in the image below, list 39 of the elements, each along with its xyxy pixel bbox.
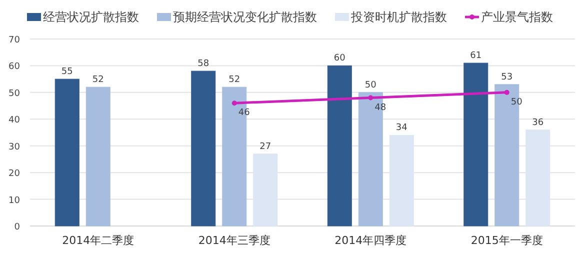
point <box>368 95 374 100</box>
legend-label: 产业景气指数 <box>481 10 553 24</box>
legend-label: 预期经营状况变化扩散指数 <box>173 10 317 24</box>
data-label: 52 <box>92 75 104 86</box>
data-label: 53 <box>501 72 513 82</box>
data-label: 61 <box>470 51 482 62</box>
data-label: 48 <box>374 102 386 113</box>
x-tick-label: 2014年三季度 <box>198 234 270 247</box>
bar <box>191 70 216 226</box>
y-tick-label: 20 <box>8 169 20 180</box>
legend-label: 经营状况扩散指数 <box>43 10 139 24</box>
y-tick-label: 10 <box>8 196 20 206</box>
data-label: 36 <box>532 118 544 128</box>
y-tick-label: 60 <box>8 62 20 72</box>
data-label: 52 <box>228 75 240 86</box>
data-label: 55 <box>61 67 73 78</box>
bar <box>526 130 550 226</box>
y-tick-label: 50 <box>8 88 20 99</box>
bar <box>253 154 278 226</box>
data-label: 50 <box>364 80 377 90</box>
bar <box>327 65 352 226</box>
bar <box>389 134 414 226</box>
x-tick-label: 2014年二季度 <box>62 234 134 247</box>
y-tick-label: 70 <box>8 36 20 46</box>
y-tick-label: 30 <box>8 142 20 152</box>
y-tick-label: 0 <box>14 222 20 232</box>
data-label: 27 <box>260 142 272 152</box>
bar <box>54 78 80 226</box>
x-tick-label: 2014年四季度 <box>334 234 407 247</box>
point <box>504 90 510 95</box>
bar <box>464 62 488 226</box>
x-tick-label: 2015年一季度 <box>470 234 543 247</box>
data-label: 34 <box>396 123 408 134</box>
data-label: 60 <box>334 54 346 64</box>
data-label: 58 <box>198 59 210 70</box>
point <box>232 100 237 106</box>
legend-label: 投资时机扩散指数 <box>350 10 447 24</box>
y-tick-label: 40 <box>8 116 20 126</box>
bar <box>86 86 110 226</box>
